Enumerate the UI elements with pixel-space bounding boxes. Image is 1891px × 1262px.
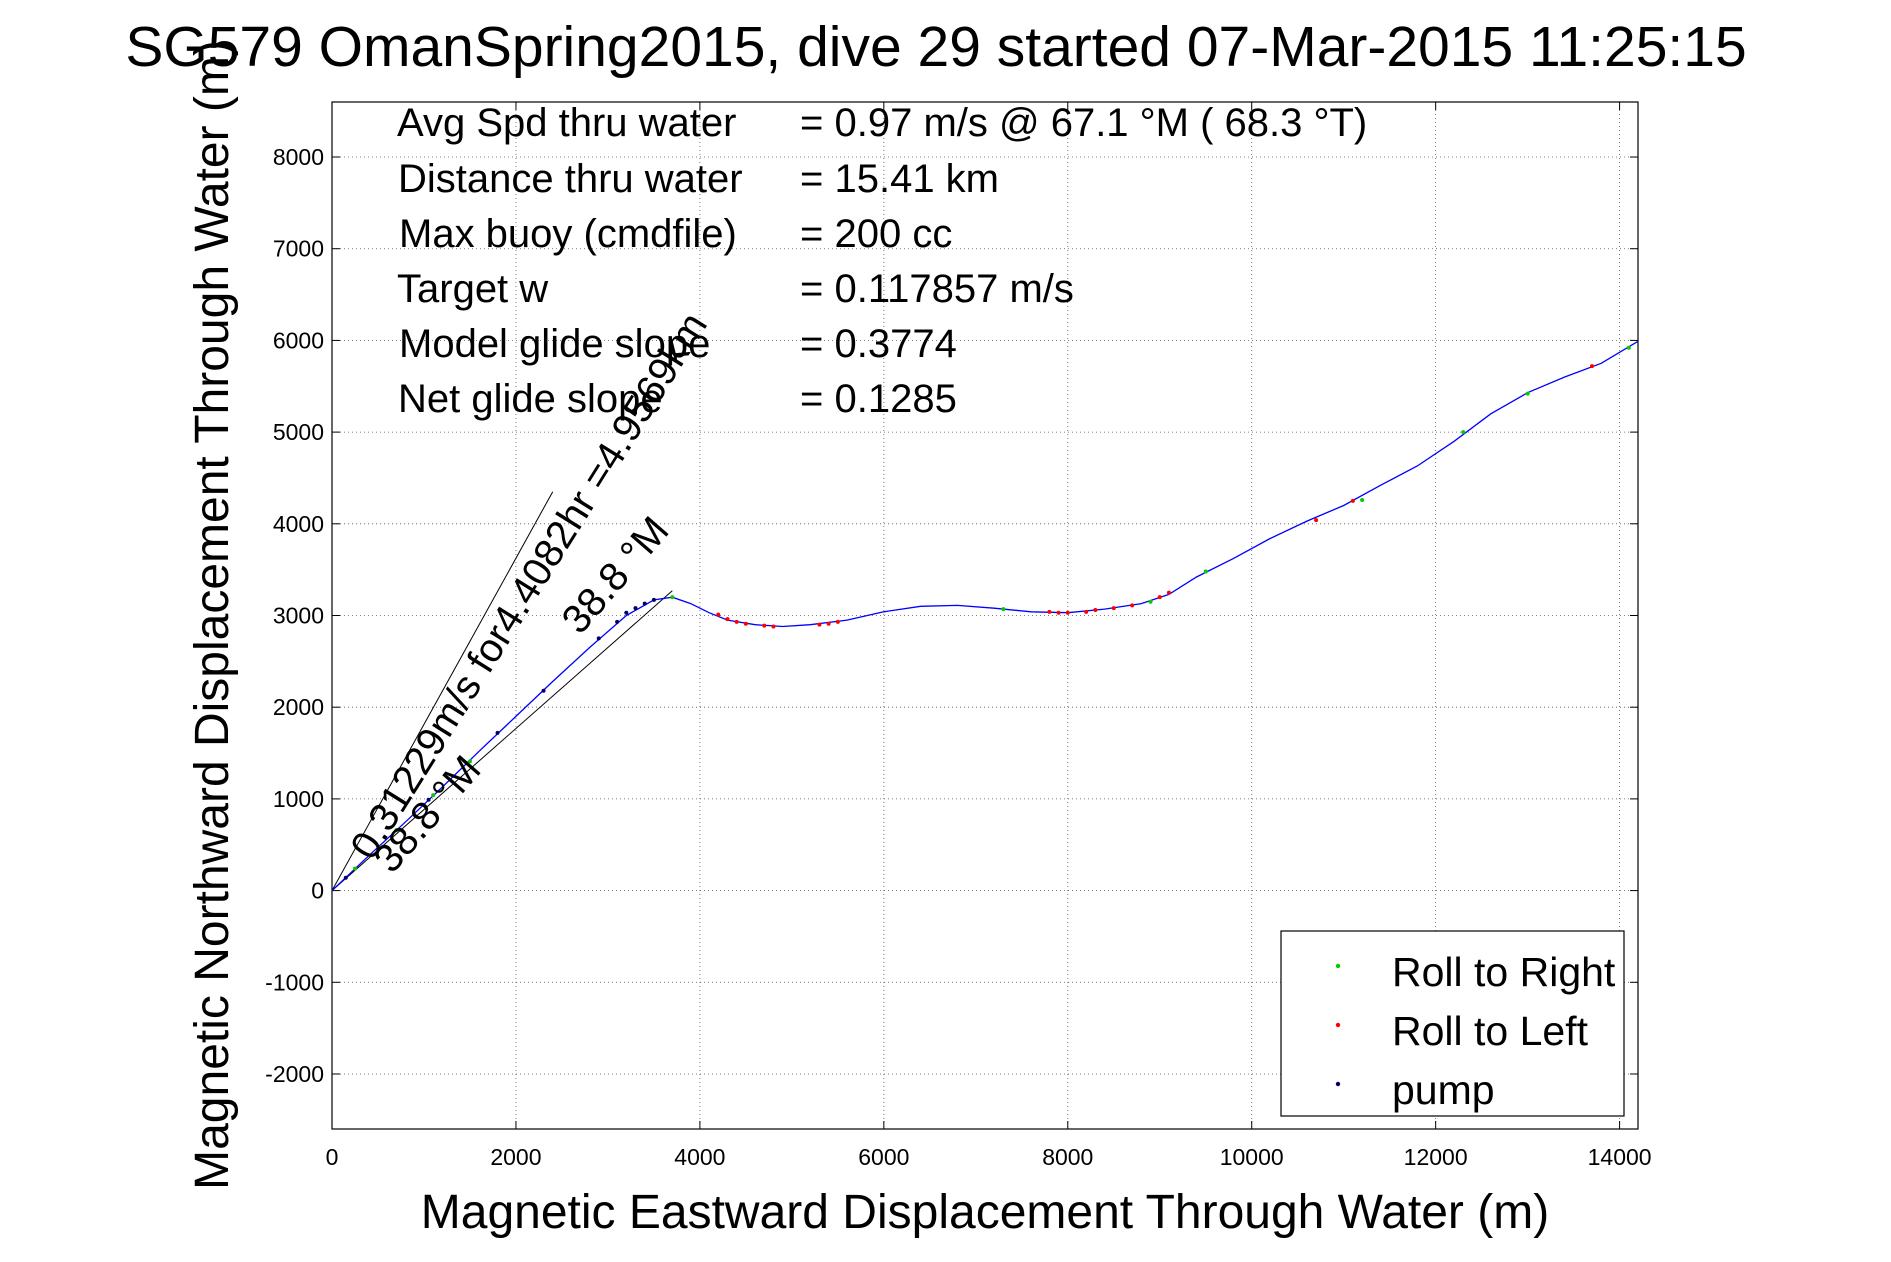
point-roll-to-left bbox=[1130, 603, 1135, 608]
point-roll-to-left bbox=[1047, 609, 1052, 614]
trajectory-line bbox=[331, 340, 1639, 892]
legend: Roll to Right Roll to Left pump bbox=[1280, 930, 1625, 1117]
point-roll-to-left bbox=[1084, 609, 1089, 614]
legend-marker-pump bbox=[1335, 1081, 1341, 1087]
point-roll-to-left bbox=[1093, 607, 1098, 612]
point-roll-to-right bbox=[1001, 607, 1006, 612]
y-tick-label: 0 bbox=[311, 878, 324, 904]
point-roll-to-right bbox=[1525, 391, 1530, 396]
y-tick-label: 6000 bbox=[273, 327, 324, 353]
legend-marker-roll-left bbox=[1335, 1022, 1341, 1028]
legend-label-roll-right: Roll to Right bbox=[1392, 949, 1616, 995]
point-roll-to-right bbox=[1626, 345, 1631, 350]
x-tick-label: 4000 bbox=[674, 1144, 725, 1170]
legend-label-pump: pump bbox=[1392, 1067, 1495, 1113]
point-roll-to-right bbox=[431, 793, 436, 798]
point-roll-to-left bbox=[1314, 518, 1319, 523]
y-tick-label: 5000 bbox=[273, 419, 324, 445]
stat-label-avg-spd: Avg Spd thru water bbox=[397, 101, 736, 145]
point-roll-to-left bbox=[771, 624, 776, 629]
point-roll-to-left bbox=[1056, 610, 1061, 615]
point-roll-to-left bbox=[826, 621, 831, 626]
y-tick-label: 8000 bbox=[273, 144, 324, 170]
stat-value-avg-spd: = 0.97 m/s @ 67.1 °M ( 68.3 °T) bbox=[800, 101, 1367, 145]
point-roll-to-right bbox=[1360, 497, 1365, 502]
point-pump bbox=[624, 610, 629, 615]
point-roll-to-left bbox=[1157, 595, 1162, 600]
point-roll-to-left bbox=[734, 619, 739, 624]
point-roll-to-right bbox=[1461, 430, 1466, 435]
y-tick-label: 7000 bbox=[273, 236, 324, 262]
point-pump bbox=[642, 601, 647, 606]
x-tick-label: 14000 bbox=[1588, 1144, 1652, 1170]
legend-marker-roll-right bbox=[1335, 963, 1341, 969]
x-tick-label: 10000 bbox=[1220, 1144, 1284, 1170]
legend-label-roll-left: Roll to Left bbox=[1392, 1008, 1589, 1054]
stat-label-net-glide: Net glide slope bbox=[398, 377, 663, 421]
point-pump bbox=[596, 636, 601, 641]
y-tick-label: 1000 bbox=[273, 786, 324, 812]
point-roll-to-left bbox=[1350, 498, 1355, 503]
stat-value-max-buoy: = 200 cc bbox=[800, 212, 952, 256]
x-tick-label: 12000 bbox=[1404, 1144, 1468, 1170]
x-tick-label: 8000 bbox=[1042, 1144, 1093, 1170]
y-tick-label: -1000 bbox=[265, 969, 324, 995]
y-tick-label: -2000 bbox=[265, 1061, 324, 1087]
x-tick-label: 6000 bbox=[858, 1144, 909, 1170]
stat-label-distance: Distance thru water bbox=[398, 157, 743, 201]
point-pump bbox=[651, 597, 656, 602]
point-roll-to-left bbox=[743, 621, 748, 626]
point-roll-to-left bbox=[716, 612, 721, 617]
stat-label-model-glide: Model glide slope bbox=[399, 322, 710, 366]
point-roll-to-left bbox=[835, 619, 840, 624]
point-pump bbox=[633, 606, 638, 611]
y-tick-label: 2000 bbox=[273, 694, 324, 720]
point-roll-to-right bbox=[670, 595, 675, 600]
point-pump bbox=[615, 619, 620, 624]
stat-value-distance: = 15.41 km bbox=[800, 157, 999, 201]
axis-ticks: 0 2000 4000 6000 8000 10000 12000 14000-2000-10… bbox=[265, 102, 1652, 1170]
y-tick-label: 4000 bbox=[273, 511, 324, 537]
stats-block: Avg Spd thru water = 0.97 m/s @ 67.1 °M … bbox=[397, 101, 1367, 421]
point-roll-to-right bbox=[394, 828, 399, 833]
stat-value-net-glide: = 0.1285 bbox=[800, 377, 957, 421]
x-tick-label: 2000 bbox=[490, 1144, 541, 1170]
point-roll-to-right bbox=[1203, 569, 1208, 574]
point-pump bbox=[541, 688, 546, 693]
reference-line-upper bbox=[331, 491, 554, 891]
y-axis-label: Magnetic Northward Displacement Through … bbox=[186, 40, 239, 1190]
point-roll-to-right bbox=[1148, 599, 1153, 604]
reference-lines bbox=[331, 491, 673, 891]
stat-value-model-glide: = 0.3774 bbox=[800, 322, 957, 366]
point-roll-to-left bbox=[1166, 590, 1171, 595]
point-pump bbox=[495, 730, 500, 735]
series-layer bbox=[331, 340, 1639, 892]
point-roll-to-left bbox=[817, 622, 822, 627]
point-roll-to-left bbox=[762, 623, 767, 628]
reference-line-lower bbox=[331, 590, 673, 891]
point-roll-to-left bbox=[1111, 606, 1116, 611]
stat-value-target-w: = 0.117857 m/s bbox=[800, 267, 1074, 311]
point-roll-to-left bbox=[1590, 364, 1595, 369]
point-roll-to-left bbox=[725, 617, 730, 622]
point-roll-to-right bbox=[352, 866, 357, 871]
stat-label-max-buoy: Max buoy (cmdfile) bbox=[399, 212, 737, 256]
chart-title: SG579 OmanSpring2015, dive 29 started 07… bbox=[125, 15, 1746, 79]
stat-label-target-w: Target w bbox=[397, 267, 548, 311]
point-roll-to-left bbox=[1065, 610, 1070, 615]
x-axis-label: Magnetic Eastward Displacement Through W… bbox=[421, 1186, 1549, 1239]
point-pump bbox=[343, 875, 348, 880]
y-tick-label: 3000 bbox=[273, 603, 324, 629]
x-tick-label: 0 bbox=[326, 1144, 339, 1170]
point-roll-to-right bbox=[467, 759, 472, 764]
point-pump bbox=[426, 797, 431, 802]
